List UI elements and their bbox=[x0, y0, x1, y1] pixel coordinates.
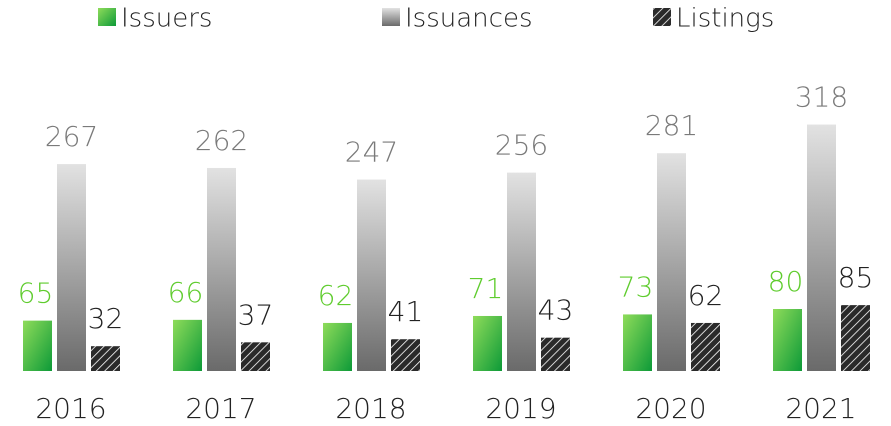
bar bbox=[207, 167, 236, 371]
legend-label: Issuances bbox=[405, 4, 533, 34]
bar bbox=[57, 164, 86, 371]
value-label: 256 bbox=[495, 129, 548, 162]
bar bbox=[391, 339, 420, 371]
value-label: 66 bbox=[168, 276, 204, 309]
value-label: 267 bbox=[45, 120, 98, 153]
x-tick-label: 2016 bbox=[35, 392, 106, 425]
value-label: 37 bbox=[238, 298, 274, 331]
legend-swatch bbox=[382, 8, 400, 26]
legend-label: Issuers bbox=[121, 4, 212, 34]
bar bbox=[473, 315, 502, 371]
bar bbox=[807, 124, 836, 371]
value-label: 281 bbox=[645, 109, 698, 142]
bar bbox=[657, 153, 686, 371]
x-tick-label: 2021 bbox=[785, 392, 856, 425]
x-tick-label: 2020 bbox=[635, 392, 706, 425]
legend-swatch bbox=[653, 8, 671, 26]
value-label: 43 bbox=[538, 294, 574, 327]
bar bbox=[91, 346, 120, 371]
bar bbox=[23, 320, 52, 371]
value-label: 262 bbox=[195, 124, 248, 157]
value-label: 41 bbox=[388, 295, 424, 328]
value-label: 73 bbox=[618, 270, 654, 303]
bar bbox=[773, 309, 802, 371]
legend-swatch bbox=[98, 8, 116, 26]
x-tick-label: 2017 bbox=[185, 392, 256, 425]
value-label: 62 bbox=[318, 279, 354, 312]
x-tick-label: 2018 bbox=[335, 392, 406, 425]
bar bbox=[507, 172, 536, 371]
value-label: 85 bbox=[838, 261, 874, 294]
value-label: 32 bbox=[88, 302, 124, 335]
value-label: 247 bbox=[345, 136, 398, 169]
value-label: 62 bbox=[688, 279, 724, 312]
value-label: 318 bbox=[795, 81, 848, 114]
bar bbox=[173, 319, 202, 371]
value-label: 80 bbox=[768, 265, 804, 298]
value-label: 65 bbox=[18, 277, 54, 310]
bar bbox=[241, 342, 270, 371]
bar bbox=[541, 337, 570, 371]
bar bbox=[691, 322, 720, 371]
bar bbox=[623, 314, 652, 371]
bar bbox=[323, 322, 352, 371]
bar bbox=[357, 179, 386, 371]
bar bbox=[841, 305, 870, 371]
value-label: 71 bbox=[468, 272, 504, 305]
legend-label: Listings bbox=[676, 4, 774, 34]
x-tick-label: 2019 bbox=[485, 392, 556, 425]
